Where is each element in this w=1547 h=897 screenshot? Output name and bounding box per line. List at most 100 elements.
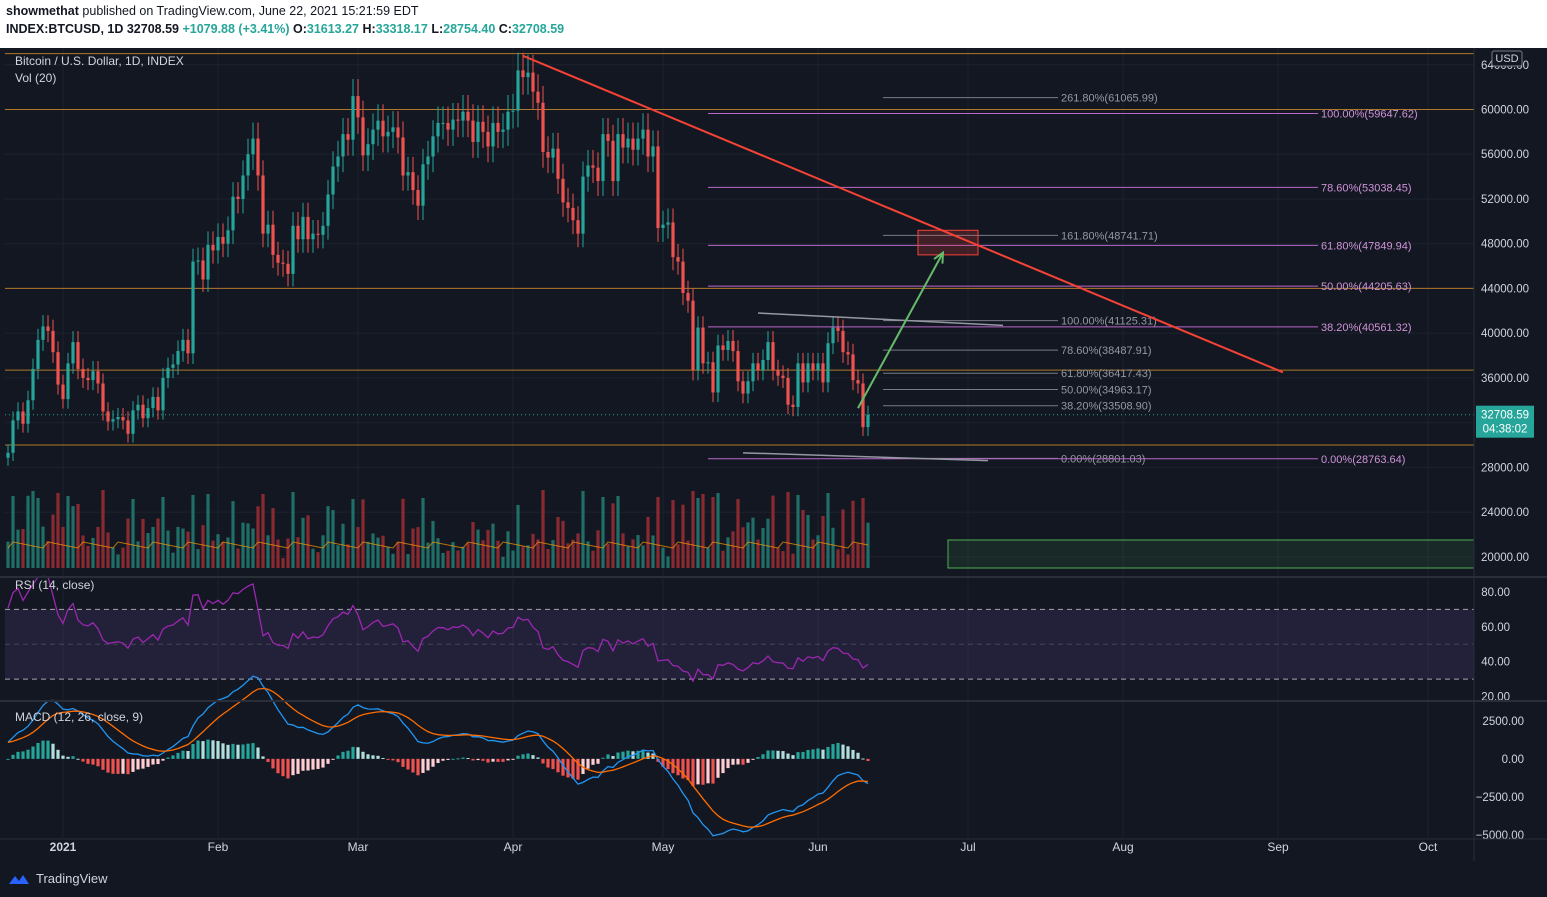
macd-histogram-bar	[261, 756, 265, 759]
macd-histogram-bar	[341, 751, 345, 759]
volume-bar	[616, 496, 620, 568]
volume-bar	[676, 544, 680, 568]
volume-bar	[171, 552, 175, 568]
y-tick-label: 48000.00	[1481, 239, 1529, 251]
volume-bar	[396, 542, 400, 568]
candle-body	[126, 420, 130, 434]
volume-bar	[796, 495, 800, 568]
candle-body	[431, 136, 435, 157]
x-tick-label: Sep	[1267, 840, 1289, 854]
candlesticks	[6, 52, 870, 466]
candle-body	[761, 360, 765, 371]
volume-bar	[196, 549, 200, 568]
drawings[interactable]: 261.80%(61065.99) 161.80%(48741.71) 100.00…	[522, 54, 1418, 466]
candle-body	[106, 411, 110, 422]
volume-bar	[296, 537, 300, 568]
macd-histogram-bar	[296, 758, 300, 774]
candle-body	[406, 172, 410, 176]
candle-body	[56, 352, 60, 385]
candle-body	[581, 176, 585, 234]
volume-bar	[701, 494, 705, 568]
macd-histogram-bar	[601, 757, 605, 759]
volume-bar	[416, 527, 420, 568]
volume-bar	[601, 497, 605, 568]
volume-bar	[721, 550, 725, 568]
volume-bar	[376, 537, 380, 568]
macd-histogram-bar	[786, 753, 790, 759]
volume-bar	[501, 556, 505, 568]
candle-body	[511, 110, 515, 112]
author-name[interactable]: showmethat	[6, 4, 79, 18]
macd-histogram-bar	[311, 758, 315, 770]
publish-line: showmethat published on TradingView.com,…	[6, 4, 419, 18]
candle-body	[391, 127, 395, 132]
macd-histogram-bar	[851, 749, 855, 759]
candle-body	[421, 164, 425, 206]
macd-histogram-bar	[721, 758, 725, 774]
macd-histogram-bar	[36, 742, 40, 759]
volume-bar	[641, 545, 645, 568]
macd-histogram-bar	[426, 758, 430, 771]
rsi-tick-label: 80.00	[1481, 587, 1510, 599]
volume-bar	[281, 558, 285, 568]
macd-histogram-bar	[446, 758, 450, 760]
macd-histogram-bar	[21, 751, 25, 759]
candle-body	[776, 370, 780, 376]
volume-bar	[851, 500, 855, 568]
fib-level-label: 0.00%(28801.03)	[1061, 453, 1145, 465]
macd-histogram-bar	[861, 758, 865, 760]
candle-body	[376, 120, 380, 130]
volume-bar	[341, 523, 345, 568]
macd-histogram-bar	[361, 751, 365, 759]
bar-countdown: 04:38:02	[1483, 424, 1528, 436]
volume-bar	[321, 535, 325, 568]
volume-bar	[646, 516, 650, 568]
fib-level-label: 50.00%(34963.17)	[1061, 384, 1152, 396]
volume-bar	[486, 529, 490, 568]
candle-body	[51, 330, 55, 353]
candle-body	[11, 420, 15, 453]
high-label: H:	[362, 22, 376, 36]
currency-badge[interactable]	[1491, 50, 1523, 67]
volume-bar	[566, 543, 570, 568]
volume-bar	[96, 526, 100, 568]
volume-bar	[746, 522, 750, 568]
volume-bar	[236, 548, 240, 568]
candle-body	[821, 363, 825, 383]
candle-body	[606, 134, 610, 141]
tradingview-logo[interactable]: TradingView	[8, 871, 108, 886]
candle-body	[646, 129, 650, 157]
candle-body	[296, 225, 300, 240]
axes: 2021 Feb Mar Apr May Jun Jul Aug Sep Oct 20000.00 2…	[0, 48, 1547, 861]
x-tick-label: May	[652, 840, 675, 854]
macd-histogram-bar	[506, 758, 510, 761]
volume-bar	[246, 523, 250, 568]
volume-bar	[816, 535, 820, 568]
volume-bar	[466, 542, 470, 568]
candle-body	[26, 400, 30, 424]
macd-histogram-bar	[71, 756, 75, 759]
macd-histogram-bar	[421, 758, 425, 773]
candle-body	[161, 377, 165, 411]
macd-histogram-bar	[411, 758, 415, 773]
candle-body	[121, 417, 125, 421]
macd-histogram-bar	[316, 758, 320, 769]
macd-histogram-bar	[366, 754, 370, 759]
candle-body	[61, 384, 65, 400]
volume-bar	[801, 509, 805, 568]
candle-body	[6, 452, 10, 458]
macd-histogram-bar	[221, 743, 225, 759]
candle-body	[236, 196, 240, 199]
macd-histogram-bar	[726, 758, 730, 769]
macd-histogram-bar	[671, 758, 675, 774]
macd-histogram-bar	[216, 740, 220, 759]
chart-area[interactable]: 261.80%(61065.99) 161.80%(48741.71) 100.00…	[0, 48, 1547, 861]
macd-histogram-bar	[246, 743, 250, 759]
volume-bar	[656, 497, 660, 568]
macd-histogram-bar	[396, 758, 400, 763]
candle-body	[681, 261, 685, 293]
candle-body	[156, 396, 160, 411]
macd-histogram-bar	[326, 758, 330, 764]
macd-histogram-bar	[56, 749, 60, 759]
rsi-line	[7, 575, 869, 683]
